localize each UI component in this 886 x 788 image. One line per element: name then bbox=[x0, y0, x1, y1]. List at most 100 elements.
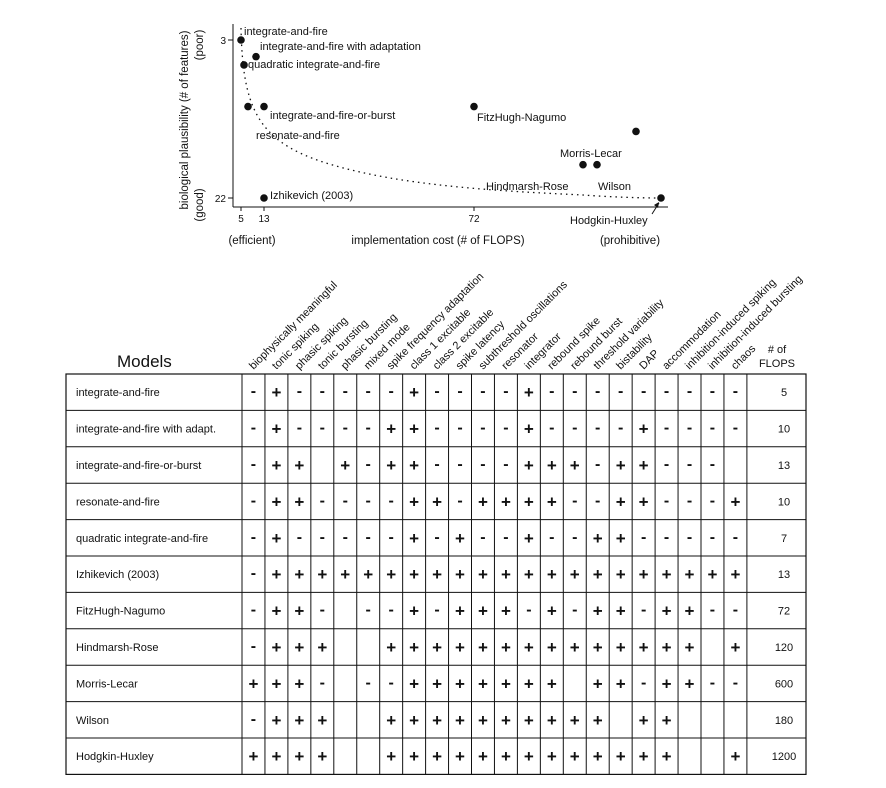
point-hindmarsh-rose bbox=[579, 160, 587, 169]
cell-minus: - bbox=[687, 383, 692, 400]
cell-plus: + bbox=[432, 638, 442, 657]
cell-plus: + bbox=[639, 565, 649, 584]
cell-minus: - bbox=[251, 383, 256, 400]
row-model-name: integrate-and-fire-or-burst bbox=[76, 460, 201, 472]
cell-plus: + bbox=[409, 565, 419, 584]
cell-plus: + bbox=[409, 383, 419, 402]
cell-minus: - bbox=[343, 492, 348, 509]
cell-plus: + bbox=[593, 565, 603, 584]
cell-plus: + bbox=[730, 492, 740, 511]
cell-minus: - bbox=[366, 420, 371, 437]
cell-minus: - bbox=[366, 492, 371, 509]
cell-plus: + bbox=[478, 602, 488, 621]
cell-plus: + bbox=[730, 565, 740, 584]
cell-minus: - bbox=[389, 529, 394, 546]
cell-plus: + bbox=[616, 747, 626, 766]
cell-plus: + bbox=[409, 602, 419, 621]
cell-minus: - bbox=[480, 420, 485, 437]
cell-minus: - bbox=[664, 383, 669, 400]
cell-minus: - bbox=[457, 420, 462, 437]
cell-minus: - bbox=[366, 529, 371, 546]
cell-plus: + bbox=[639, 711, 649, 730]
cell-plus: + bbox=[524, 638, 534, 657]
cell-plus: + bbox=[524, 383, 534, 402]
point-label: Izhikevich (2003) bbox=[270, 190, 353, 202]
cell-plus: + bbox=[271, 492, 281, 511]
cell-minus: - bbox=[618, 383, 623, 400]
cell-minus: - bbox=[503, 529, 508, 546]
cell-plus: + bbox=[685, 638, 695, 657]
cell-minus: - bbox=[434, 529, 439, 546]
cell-minus: - bbox=[549, 529, 554, 546]
cell-plus: + bbox=[547, 674, 557, 693]
cell-plus: + bbox=[386, 711, 396, 730]
cell-plus: + bbox=[409, 747, 419, 766]
cell-minus: - bbox=[572, 383, 577, 400]
x-tick-label: 5 bbox=[238, 214, 244, 225]
cell-plus: + bbox=[271, 420, 281, 439]
cell-plus: + bbox=[294, 747, 304, 766]
cell-minus: - bbox=[664, 420, 669, 437]
cell-minus: - bbox=[503, 383, 508, 400]
cell-minus: - bbox=[320, 420, 325, 437]
cell-minus: - bbox=[503, 420, 508, 437]
cell-plus: + bbox=[593, 638, 603, 657]
cell-plus: + bbox=[730, 638, 740, 657]
cell-plus: + bbox=[294, 456, 304, 475]
cell-plus: + bbox=[501, 565, 511, 584]
cell-minus: - bbox=[480, 383, 485, 400]
hh-arrowhead bbox=[654, 202, 659, 208]
cell-plus: + bbox=[570, 711, 580, 730]
row-model-name: Hodgkin-Huxley bbox=[76, 751, 154, 763]
cell-minus: - bbox=[457, 492, 462, 509]
cell-plus: + bbox=[409, 420, 419, 439]
cell-plus: + bbox=[501, 674, 511, 693]
cell-plus: + bbox=[478, 747, 488, 766]
cell-plus: + bbox=[593, 602, 603, 621]
y-tick-label: 22 bbox=[215, 194, 227, 205]
cell-plus: + bbox=[478, 638, 488, 657]
cell-plus: + bbox=[547, 492, 557, 511]
point-morris-lecar bbox=[632, 127, 640, 136]
cell-plus: + bbox=[639, 747, 649, 766]
cell-minus: - bbox=[251, 492, 256, 509]
cell-minus: - bbox=[572, 492, 577, 509]
cell-plus: + bbox=[547, 456, 557, 475]
cell-minus: - bbox=[526, 602, 531, 619]
point-label: Hodgkin-Huxley bbox=[570, 215, 648, 227]
cell-plus: + bbox=[616, 638, 626, 657]
cell-plus: + bbox=[271, 638, 281, 657]
cell-minus: - bbox=[251, 456, 256, 473]
cell-minus: - bbox=[733, 529, 738, 546]
cell-minus: - bbox=[320, 602, 325, 619]
cell-plus: + bbox=[685, 565, 695, 584]
cell-plus: + bbox=[455, 711, 465, 730]
cell-plus: + bbox=[662, 565, 672, 584]
cell-plus: + bbox=[271, 747, 281, 766]
cell-plus: + bbox=[294, 711, 304, 730]
cell-plus: + bbox=[340, 456, 350, 475]
x-axis-title: implementation cost (# of FLOPS) bbox=[351, 235, 524, 247]
point-label: Morris-Lecar bbox=[560, 148, 622, 160]
cell-minus: - bbox=[434, 383, 439, 400]
cell-plus: + bbox=[616, 456, 626, 475]
cell-plus: + bbox=[294, 565, 304, 584]
cell-minus: - bbox=[664, 529, 669, 546]
cell-plus: + bbox=[409, 638, 419, 657]
cell-minus: - bbox=[733, 674, 738, 691]
cell-minus: - bbox=[251, 602, 256, 619]
cell-minus: - bbox=[641, 529, 646, 546]
row-flops: 13 bbox=[778, 569, 790, 581]
cell-plus: + bbox=[317, 747, 327, 766]
cell-minus: - bbox=[664, 456, 669, 473]
cell-minus: - bbox=[434, 602, 439, 619]
cell-plus: + bbox=[294, 638, 304, 657]
cell-minus: - bbox=[366, 674, 371, 691]
cell-minus: - bbox=[297, 420, 302, 437]
cell-plus: + bbox=[271, 383, 281, 402]
cell-plus: + bbox=[616, 674, 626, 693]
cell-minus: - bbox=[595, 492, 600, 509]
point-integrate-and-fire-or-burst bbox=[260, 102, 268, 111]
cell-plus: + bbox=[432, 492, 442, 511]
cell-minus: - bbox=[297, 383, 302, 400]
